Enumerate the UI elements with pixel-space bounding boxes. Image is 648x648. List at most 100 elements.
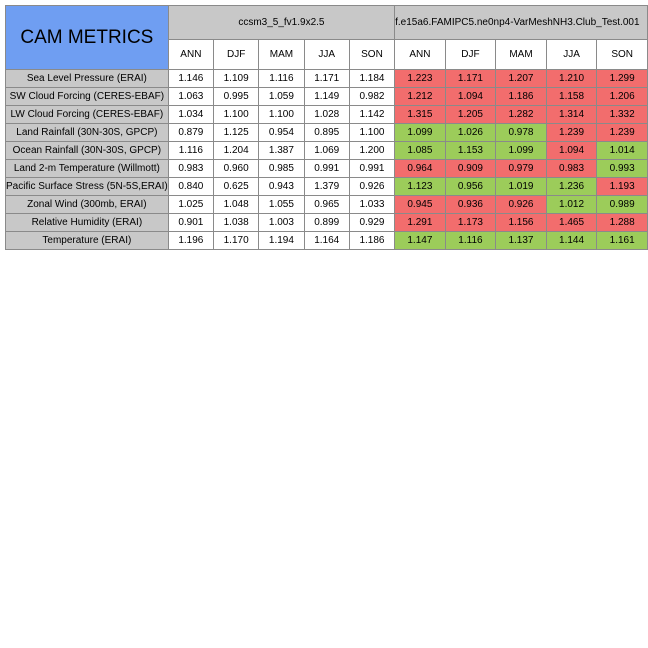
test-value: 1.099 <box>495 141 547 160</box>
baseline-value: 1.146 <box>167 69 215 88</box>
table-row: Sea Level Pressure (ERAI) 1.146 1.109 1.116… <box>5 69 648 88</box>
row-label-cell: Sea Level Pressure (ERAI) <box>5 69 169 88</box>
baseline-value: 1.069 <box>303 141 350 160</box>
test-value: 1.332 <box>596 105 648 124</box>
row-label: Temperature (ERAI) <box>42 235 132 246</box>
test-value: 1.186 <box>495 87 547 106</box>
season-header-baseline-mam: MAM <box>258 39 305 70</box>
group-header-test-label: f.e15a6.FAMIPC5.ne0np4-VarMeshNH3.Club_T… <box>395 17 640 28</box>
season-header-test-mam: MAM <box>495 39 547 70</box>
baseline-value: 0.982 <box>348 87 396 106</box>
row-label-cell: Land Rainfall (30N-30S, GPCP) <box>5 123 169 142</box>
group-header-baseline-label: ccsm3_5_fv1.9x2.5 <box>238 17 325 28</box>
table-row: Relative Humidity (ERAI) 0.901 1.038 1.003 0… <box>5 213 648 232</box>
baseline-value: 1.171 <box>303 69 350 88</box>
baseline-value: 0.965 <box>303 195 350 214</box>
test-value: 1.019 <box>495 177 547 196</box>
baseline-value: 1.116 <box>167 141 215 160</box>
baseline-value: 0.991 <box>348 159 396 178</box>
table-row: Land Rainfall (30N-30S, GPCP) 0.879 1.125 0… <box>5 123 648 142</box>
baseline-value: 1.204 <box>212 141 260 160</box>
test-value: 1.206 <box>596 87 648 106</box>
baseline-value: 1.063 <box>167 87 215 106</box>
baseline-value: 0.899 <box>303 213 350 232</box>
test-value: 1.210 <box>545 69 598 88</box>
season-header-baseline-son: SON <box>348 39 396 70</box>
baseline-value: 1.100 <box>258 105 305 124</box>
row-label: Ocean Rainfall (30N-30S, GPCP) <box>12 145 162 156</box>
test-value: 0.964 <box>394 159 446 178</box>
baseline-value: 0.943 <box>258 177 305 196</box>
row-label: Relative Humidity (ERAI) <box>31 217 143 228</box>
test-value: 1.239 <box>545 123 598 142</box>
test-value: 1.094 <box>545 141 598 160</box>
test-value: 0.936 <box>444 195 497 214</box>
baseline-value: 1.125 <box>212 123 260 142</box>
header-row-seasons: ANN DJF MAM JJA SON ANN DJF MAM JJA SON <box>6 39 648 70</box>
test-value: 1.315 <box>394 105 446 124</box>
table-row: Zonal Wind (300mb, ERAI) 1.025 1.048 1.055 0… <box>5 195 648 214</box>
table-body: CAM METRICS ccsm3_5_fv1.9x2.5 f.e15a6.FA… <box>5 5 648 250</box>
row-label-cell: Relative Humidity (ERAI) <box>5 213 169 232</box>
baseline-value: 0.991 <box>303 159 350 178</box>
baseline-value: 1.025 <box>167 195 215 214</box>
test-value: 1.137 <box>495 231 547 250</box>
test-value: 1.173 <box>444 213 497 232</box>
test-value: 1.014 <box>596 141 648 160</box>
row-label-cell: Ocean Rainfall (30N-30S, GPCP) <box>5 141 169 160</box>
test-value: 1.123 <box>394 177 446 196</box>
baseline-value: 1.194 <box>258 231 305 250</box>
group-header-baseline: ccsm3_5_fv1.9x2.5 <box>167 5 396 40</box>
baseline-value: 0.879 <box>167 123 215 142</box>
test-value: 1.282 <box>495 105 547 124</box>
row-label: Pacific Surface Stress (5N-5S,ERAI) <box>6 181 168 192</box>
test-value: 0.979 <box>495 159 547 178</box>
test-value: 1.144 <box>545 231 598 250</box>
test-value: 1.207 <box>495 69 547 88</box>
baseline-value: 1.038 <box>212 213 260 232</box>
season-header-test-son: SON <box>596 39 648 70</box>
test-value: 1.288 <box>596 213 648 232</box>
table-title: CAM METRICS <box>5 5 169 70</box>
baseline-value: 1.100 <box>348 123 396 142</box>
baseline-value: 1.164 <box>303 231 350 250</box>
test-value: 1.099 <box>394 123 446 142</box>
test-value: 1.465 <box>545 213 598 232</box>
header-row-groups: CAM METRICS ccsm3_5_fv1.9x2.5 f.e15a6.FA… <box>5 5 648 70</box>
baseline-value: 0.995 <box>212 87 260 106</box>
test-value: 1.299 <box>596 69 648 88</box>
table-row: SW Cloud Forcing (CERES-EBAF) 1.063 0.995 1… <box>5 87 648 106</box>
row-label-cell: SW Cloud Forcing (CERES-EBAF) <box>5 87 169 106</box>
baseline-value: 0.625 <box>212 177 260 196</box>
baseline-value: 1.100 <box>212 105 260 124</box>
baseline-value: 1.033 <box>348 195 396 214</box>
table-row: LW Cloud Forcing (CERES-EBAF) 1.034 1.100 1… <box>5 105 648 124</box>
test-value: 1.116 <box>444 231 497 250</box>
group-header-test: f.e15a6.FAMIPC5.ne0np4-VarMeshNH3.Club_T… <box>394 5 648 40</box>
test-value: 1.153 <box>444 141 497 160</box>
test-value: 1.291 <box>394 213 446 232</box>
baseline-value: 1.200 <box>348 141 396 160</box>
baseline-value: 1.059 <box>258 87 305 106</box>
test-value: 1.012 <box>545 195 598 214</box>
test-value: 0.983 <box>545 159 598 178</box>
baseline-value: 1.379 <box>303 177 350 196</box>
baseline-value: 1.149 <box>303 87 350 106</box>
baseline-value: 0.926 <box>348 177 396 196</box>
season-header-baseline-djf: DJF <box>212 39 260 70</box>
test-value: 0.989 <box>596 195 648 214</box>
test-value: 1.239 <box>596 123 648 142</box>
row-label-cell: Zonal Wind (300mb, ERAI) <box>5 195 169 214</box>
baseline-value: 0.985 <box>258 159 305 178</box>
test-value: 1.161 <box>596 231 648 250</box>
test-value: 0.926 <box>495 195 547 214</box>
baseline-value: 0.840 <box>167 177 215 196</box>
test-value: 0.978 <box>495 123 547 142</box>
row-label-cell: LW Cloud Forcing (CERES-EBAF) <box>5 105 169 124</box>
row-label-cell: Land 2-m Temperature (Willmott) <box>5 159 169 178</box>
baseline-value: 1.186 <box>348 231 396 250</box>
table-row: Temperature (ERAI) 1.196 1.170 1.194 1.164 1.… <box>5 231 648 250</box>
test-value: 0.909 <box>444 159 497 178</box>
test-value: 1.094 <box>444 87 497 106</box>
baseline-value: 1.109 <box>212 69 260 88</box>
